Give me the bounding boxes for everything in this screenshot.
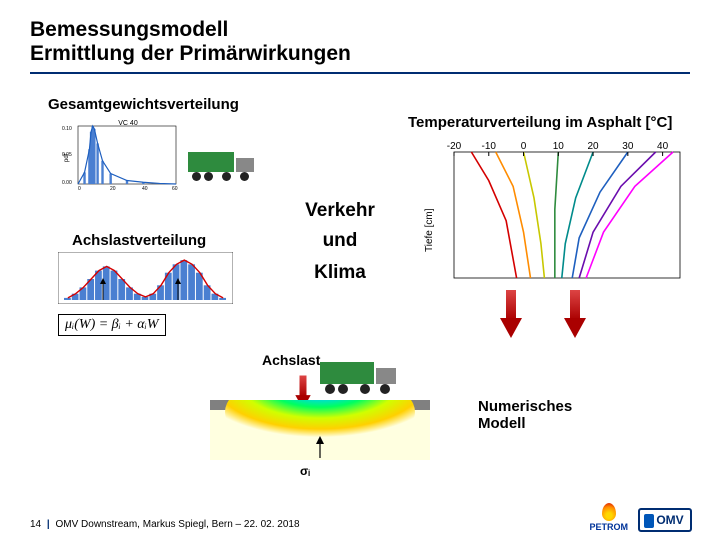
logo-omv-text: OMV (656, 513, 683, 527)
truck-icon-small (188, 150, 258, 185)
temp-yaxis-label: Tiefe [cm] (424, 208, 435, 252)
svg-text:30: 30 (622, 141, 634, 152)
slide-footer: 14 | OMV Downstream, Markus Spiegl, Bern… (30, 519, 300, 530)
arrow-klima-1 (500, 290, 522, 340)
footer-separator: | (47, 519, 50, 530)
label-achslast: Achslastverteilung (72, 232, 206, 249)
svg-text:pdf: pdf (64, 153, 70, 162)
label-verkehr: Verkehr (280, 200, 400, 222)
page-number: 14 (30, 519, 41, 530)
chart-achslast (58, 252, 233, 304)
footer-text: OMV Downstream, Markus Spiegl, Bern – 22… (56, 519, 300, 530)
logo-petrom: PETROM (589, 503, 628, 532)
svg-text:-10: -10 (482, 141, 497, 152)
logo-petrom-text: PETROM (589, 522, 628, 532)
svg-text:-20: -20 (447, 141, 462, 152)
label-sigma: σᵢ (300, 464, 310, 478)
truck-icon-fem (320, 362, 400, 398)
svg-text:20: 20 (110, 186, 116, 192)
svg-text:0: 0 (78, 186, 81, 192)
svg-text:10: 10 (553, 141, 565, 152)
label-klima: Klima (280, 262, 400, 284)
slide-title: Bemessungsmodell Ermittlung der Primärwi… (0, 0, 720, 70)
svg-text:40: 40 (657, 141, 669, 152)
label-num-model: Numerisches Modell (478, 398, 572, 432)
svg-text:0: 0 (521, 141, 527, 152)
chart-temperatur: -20 -10 0 10 20 30 40 (436, 138, 688, 288)
label-temperatur: Temperaturverteilung im Asphalt [°C] (408, 114, 672, 131)
chart-gesamtgewicht: VC 40 0204060 0.000.050.10 pdf (60, 118, 180, 193)
arrow-klima-2 (564, 290, 586, 340)
petrom-flame-icon (602, 503, 616, 521)
svg-text:60: 60 (172, 186, 178, 192)
title-line-2: Ermittlung der Primärwirkungen (30, 42, 720, 66)
svg-text:0.10: 0.10 (62, 126, 72, 132)
svg-text:20: 20 (588, 141, 600, 152)
label-achslast-arrow: Achslast (262, 352, 320, 368)
label-und: und (280, 230, 400, 252)
title-underline (30, 72, 690, 74)
pdf-chart-title: VC 40 (118, 120, 138, 127)
label-gesamtgewicht: Gesamtgewichtsverteilung (48, 96, 239, 113)
logo-omv: OMV (638, 508, 692, 532)
svg-text:0.00: 0.00 (62, 180, 72, 186)
title-line-1: Bemessungsmodell (30, 18, 720, 42)
fem-diagram (210, 400, 430, 462)
formula-box: μᵢ(W) = βᵢ + αᵢW (58, 314, 166, 336)
svg-text:40: 40 (142, 186, 148, 192)
